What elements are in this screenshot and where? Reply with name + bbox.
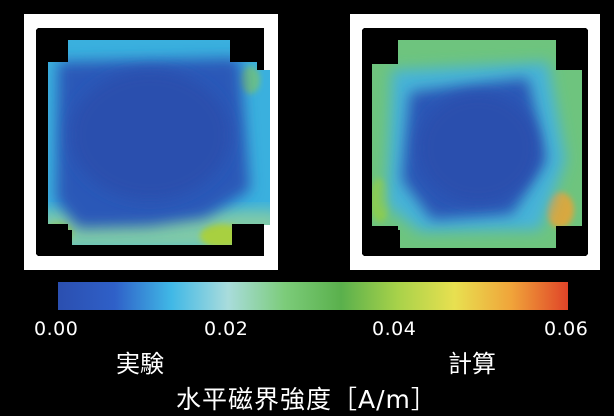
corner-notch <box>556 226 588 256</box>
corner-notch <box>362 28 398 64</box>
corner-notch <box>232 224 264 256</box>
corner-notch <box>36 224 68 256</box>
colorbar-tick: 0.00 <box>34 318 79 340</box>
corner-notch <box>36 28 68 62</box>
experiment-label: 実験 <box>116 350 164 378</box>
experiment-map <box>24 14 278 270</box>
corner-notch <box>556 28 588 64</box>
quantity-label: 水平磁界強度［A/m］ <box>176 385 437 414</box>
calculation-map <box>350 14 600 270</box>
calculation-label: 計算 <box>448 350 496 378</box>
colorbar-tick: 0.04 <box>372 318 417 340</box>
colorbar-tick: 0.06 <box>544 318 589 340</box>
colorbar-tick: 0.02 <box>204 318 249 340</box>
corner-notch <box>362 226 398 256</box>
corner-notch <box>230 28 264 62</box>
colorbar <box>58 282 568 310</box>
